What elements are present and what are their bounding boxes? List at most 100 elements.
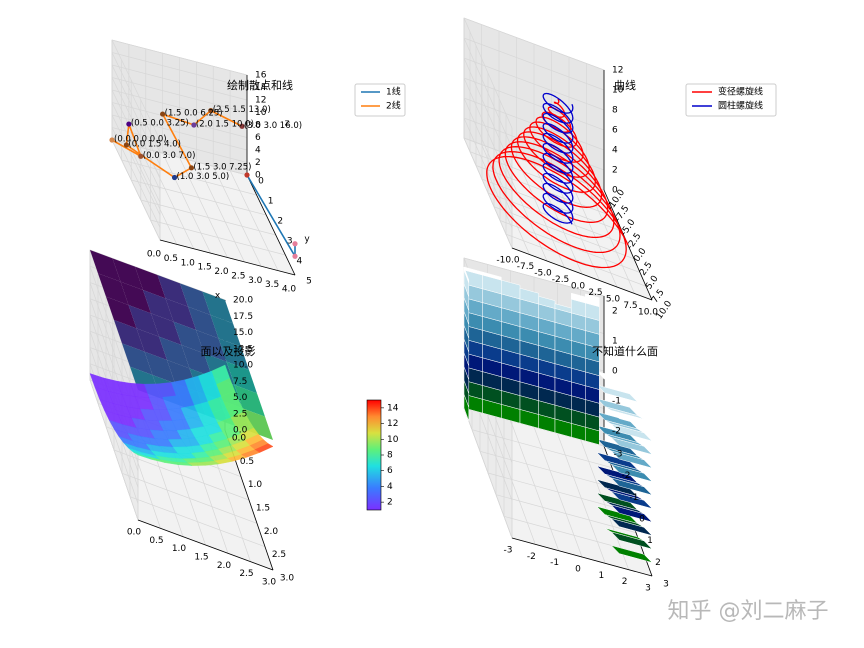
bar-panel: [610, 517, 653, 536]
bar-panel: [610, 531, 653, 550]
legend-entry: 1线: [386, 86, 401, 98]
projection-cell: [135, 266, 166, 299]
gridline: [111, 89, 161, 191]
bar-surface: [463, 266, 653, 563]
projection-cell: [112, 258, 143, 290]
y-tick-label: 3.0: [280, 574, 295, 584]
projection-cell: [180, 283, 211, 315]
gridline: [212, 166, 262, 267]
x-tick-label: -2: [527, 552, 536, 562]
z-tick-label: 1: [612, 337, 618, 347]
x-tick-label: 0.0: [571, 282, 586, 292]
projection-cell: [242, 408, 273, 440]
point-label: (3.0 3.0 16.0): [244, 121, 302, 131]
gridline: [505, 233, 647, 287]
x-tick-label: 0.5: [164, 254, 178, 264]
data-point: [138, 153, 144, 159]
x-tick-label: -7.5: [517, 262, 535, 272]
z-tick-label: -2: [612, 427, 621, 437]
data-point: [239, 123, 245, 129]
gridline: [131, 179, 267, 216]
colorbar-bar: [366, 399, 382, 511]
z-tick-label: 2.5: [233, 409, 247, 419]
gridline: [463, 17, 605, 71]
point-label: (2.0 1.5 10.0): [196, 120, 254, 130]
bar-panel: [610, 450, 653, 469]
z-axis-label: z: [285, 119, 290, 129]
bar-panel: [501, 279, 521, 300]
point-label: (2.5 1.5 13.0): [213, 105, 271, 115]
z-tick-label: 10.0: [233, 361, 253, 371]
gridline: [89, 379, 139, 521]
projection-cell: [159, 336, 190, 369]
bar-panel: [538, 295, 556, 309]
y-tick-label: 2: [277, 217, 283, 227]
data-point: [292, 241, 298, 247]
y-tick-label: 1.5: [256, 504, 270, 514]
y-tick-label: 0: [258, 177, 264, 187]
gridline: [463, 37, 513, 149]
surface: [89, 364, 274, 466]
data-point: [123, 142, 129, 148]
x-tick-label: -2.5: [552, 275, 570, 285]
gridline: [463, 77, 513, 189]
gridline: [463, 407, 513, 539]
data-point: [191, 122, 197, 128]
colorbar-tick-label: 8: [387, 451, 393, 461]
y-tick-label: 1.0: [248, 480, 263, 490]
x-tick-label: 1: [598, 571, 604, 581]
bar-panel: [519, 287, 539, 305]
x-tick-label: 1.0: [172, 544, 187, 554]
x-tick-label: 0.0: [147, 250, 162, 260]
projection-cell: [218, 338, 249, 370]
point-label: (0.5 0.0 3.25): [131, 119, 189, 129]
gridline: [487, 472, 629, 512]
projection-cell: [165, 298, 196, 330]
z-tick-label: 4: [612, 146, 618, 156]
chart-title: 不知道什么面: [592, 344, 658, 358]
y-tick-label: 4: [297, 257, 303, 267]
projection-cell: [188, 306, 219, 339]
z-tick-label: 0: [612, 367, 618, 377]
x-tick-label: 5.0: [606, 295, 621, 305]
y-tick-label: 3: [287, 237, 293, 247]
x-tick-label: 2.5: [231, 271, 245, 281]
bar-panel: [610, 504, 653, 523]
y-tick-label: 0.5: [240, 457, 254, 467]
colorbar-tick-label: 12: [387, 419, 398, 429]
y-axis-line: [246, 174, 296, 276]
x-axis-line: [511, 537, 653, 577]
projection-cell: [226, 361, 257, 394]
point-label: (0.0 0.0 0.0): [114, 135, 167, 145]
x-tick-label: 0.0: [127, 528, 142, 538]
projection-cell: [114, 320, 145, 352]
data-point: [160, 111, 166, 117]
projection-cell: [234, 385, 265, 417]
projection-cell: [143, 290, 174, 322]
watermark-text: 知乎 @刘二麻子: [668, 599, 829, 624]
projection-cell: [136, 328, 167, 360]
x-tick-label: 3.0: [262, 578, 277, 588]
y-tick-label: -1: [630, 493, 639, 503]
gridline: [463, 77, 605, 131]
y-tick-label: 2.5: [272, 550, 286, 560]
bar-panel: [482, 271, 502, 281]
z-tick-label: 2: [255, 158, 261, 168]
gridline: [89, 266, 139, 407]
gridline: [111, 77, 161, 178]
axes-box-0: [111, 39, 296, 276]
gridline: [111, 89, 248, 126]
z-tick-label: 7.5: [233, 377, 247, 387]
colorbar-tick-label: 4: [387, 482, 393, 492]
z-tick-label: -1: [612, 397, 621, 407]
x-tick-label: 3.5: [265, 280, 279, 290]
bar-panel: [610, 490, 653, 509]
data-point: [292, 253, 298, 259]
z-tick-label: 8: [255, 121, 261, 131]
projection-cell: [128, 305, 159, 337]
projection-cell: [98, 273, 129, 305]
x-tick-label: 1.5: [197, 263, 211, 273]
gridline: [162, 152, 211, 254]
legend-entry: 2线: [386, 100, 401, 112]
